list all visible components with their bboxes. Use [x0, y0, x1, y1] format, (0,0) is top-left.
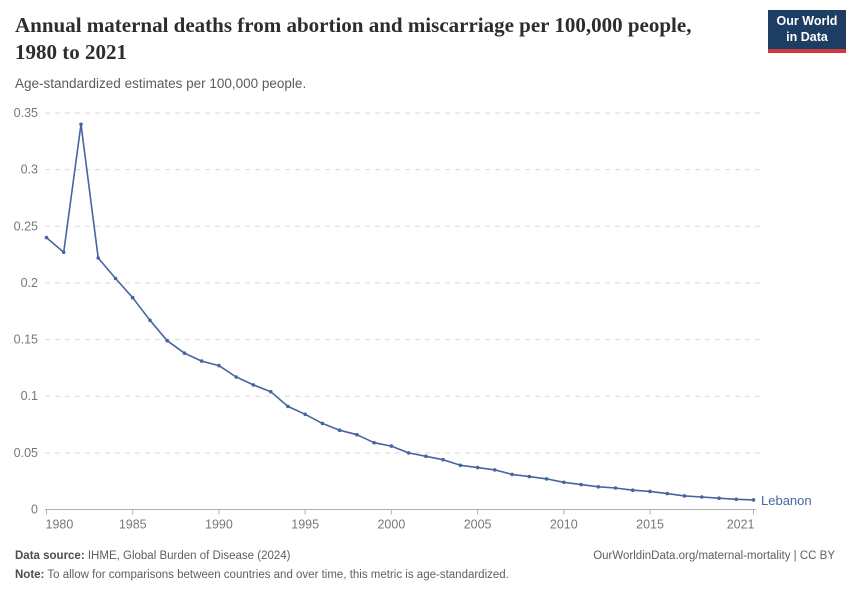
- y-tick-label: 0.3: [21, 163, 38, 177]
- data-point: [61, 250, 66, 255]
- data-source-text: IHME, Global Burden of Disease (2024): [84, 550, 291, 562]
- x-tick-label: 2005: [464, 518, 492, 532]
- owid-logo-line1: Our World: [776, 13, 838, 28]
- page-subtitle: Age-standardized estimates per 100,000 p…: [15, 76, 307, 91]
- page-title: Annual maternal deaths from abortion and…: [15, 13, 692, 65]
- data-source: Data source: IHME, Global Burden of Dise…: [15, 547, 291, 566]
- data-point: [217, 363, 221, 368]
- data-point: [286, 404, 290, 409]
- data-point: [613, 486, 618, 490]
- data-point: [372, 440, 376, 445]
- data-point: [148, 318, 152, 323]
- note-text: To allow for comparisons between countri…: [44, 568, 509, 581]
- owid-logo-line2: in Data: [786, 29, 828, 44]
- data-point: [355, 432, 359, 437]
- data-point: [700, 495, 704, 499]
- data-point: [544, 477, 549, 481]
- x-tick-label: 1990: [205, 518, 233, 532]
- data-point: [751, 498, 756, 502]
- data-point: [182, 351, 187, 356]
- data-point: [268, 389, 273, 394]
- data-point: [44, 235, 49, 240]
- data-point: [79, 122, 83, 127]
- data-line: [45, 123, 754, 501]
- x-tick-label: 2015: [636, 518, 664, 532]
- data-point: [648, 489, 652, 494]
- data-point: [389, 444, 394, 448]
- data-point: [303, 412, 308, 417]
- attribution-link[interactable]: OurWorldinData.org/maternal-mortality | …: [593, 550, 835, 562]
- series-label-lebanon[interactable]: Lebanon: [761, 493, 812, 508]
- y-tick-label: 0.05: [14, 446, 38, 460]
- y-tick-label: 0.2: [21, 276, 38, 290]
- data-point: [165, 338, 169, 343]
- data-point: [199, 359, 204, 363]
- footer-source-row: Data source: IHME, Global Burden of Dise…: [15, 547, 835, 566]
- data-point: [717, 496, 721, 501]
- x-tick-label: 2010: [550, 518, 578, 532]
- data-point: [337, 428, 342, 433]
- data-point: [596, 485, 601, 489]
- data-point: [113, 276, 118, 281]
- chart-footer: Data source: IHME, Global Burden of Dise…: [15, 547, 835, 585]
- data-point: [96, 256, 100, 260]
- data-point: [458, 463, 463, 468]
- data-point: [424, 454, 428, 459]
- x-tick-label: 1980: [46, 518, 74, 532]
- x-tick-label: 1985: [119, 518, 147, 532]
- data-source-label: Data source:: [15, 550, 85, 562]
- data-point: [441, 457, 445, 462]
- x-tick-label: 2000: [377, 518, 405, 532]
- y-tick-label: 0.1: [21, 389, 38, 403]
- x-tick-label: 1995: [291, 518, 319, 532]
- data-point: [130, 295, 135, 300]
- data-point: [510, 472, 514, 477]
- note-label: Note:: [15, 568, 45, 581]
- data-point: [406, 451, 411, 455]
- owid-logo[interactable]: Our World in Data: [768, 10, 846, 53]
- data-point: [734, 497, 739, 502]
- y-tick-label: 0.15: [14, 333, 38, 347]
- data-point: [665, 491, 670, 496]
- data-point: [234, 375, 238, 379]
- data-point: [579, 482, 583, 487]
- y-tick-label: 0.35: [14, 106, 38, 120]
- data-point: [251, 383, 256, 387]
- data-point: [562, 480, 566, 485]
- data-point: [527, 474, 532, 479]
- footer-note-row: Note: To allow for comparisons between c…: [15, 566, 835, 585]
- data-point: [493, 468, 497, 472]
- data-point: [682, 494, 687, 498]
- data-point: [320, 421, 325, 426]
- y-tick-label: 0: [31, 503, 38, 517]
- data-point: [631, 488, 635, 493]
- y-tick-label: 0.25: [14, 219, 38, 233]
- x-tick-label: 2021: [727, 518, 755, 532]
- data-point: [475, 465, 480, 470]
